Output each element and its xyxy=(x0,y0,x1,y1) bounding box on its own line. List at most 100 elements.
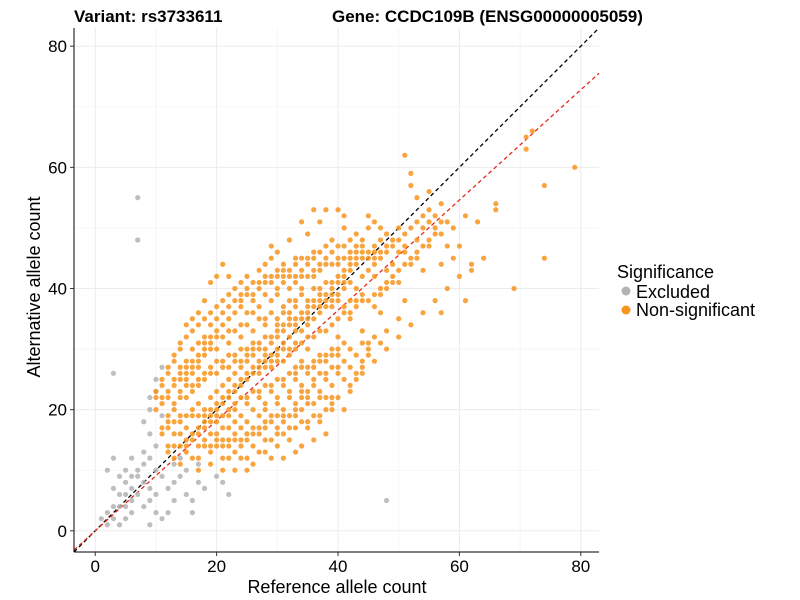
point-non-significant xyxy=(323,291,329,298)
point-non-significant xyxy=(408,225,414,231)
point-non-significant xyxy=(274,443,280,449)
point-non-significant xyxy=(220,400,226,407)
point-non-significant xyxy=(311,376,317,382)
point-non-significant xyxy=(292,346,299,352)
point-non-significant xyxy=(317,419,323,425)
point-non-significant xyxy=(292,364,299,370)
axes xyxy=(70,28,599,556)
legend-swatch-non-significant xyxy=(621,305,631,315)
point-non-significant xyxy=(286,413,293,419)
point-excluded xyxy=(129,473,135,479)
point-non-significant xyxy=(311,437,317,443)
point-non-significant xyxy=(286,310,293,316)
point-non-significant xyxy=(159,394,165,401)
point-non-significant xyxy=(214,328,220,334)
point-non-significant xyxy=(481,255,487,261)
point-non-significant xyxy=(220,425,226,431)
point-non-significant xyxy=(274,334,280,340)
point-non-significant xyxy=(232,431,238,437)
point-non-significant xyxy=(311,334,317,340)
x-tick-label: 20 xyxy=(207,557,226,576)
point-excluded xyxy=(98,516,104,522)
point-non-significant xyxy=(311,316,317,322)
point-non-significant xyxy=(323,328,329,334)
point-non-significant xyxy=(274,249,280,255)
point-non-significant xyxy=(274,394,280,401)
point-non-significant xyxy=(365,225,371,231)
point-non-significant xyxy=(280,261,286,267)
point-excluded xyxy=(141,479,147,485)
point-non-significant xyxy=(317,285,323,292)
point-non-significant xyxy=(189,413,195,419)
point-non-significant xyxy=(201,298,208,304)
point-non-significant xyxy=(335,334,341,340)
point-non-significant xyxy=(256,364,262,370)
point-non-significant xyxy=(177,394,183,401)
point-non-significant xyxy=(274,291,280,298)
point-non-significant xyxy=(341,273,347,279)
point-non-significant xyxy=(268,255,274,261)
point-non-significant xyxy=(201,340,208,346)
point-non-significant xyxy=(220,310,226,316)
point-non-significant xyxy=(317,304,323,310)
point-non-significant xyxy=(329,285,335,292)
point-non-significant xyxy=(268,455,274,461)
point-non-significant xyxy=(250,346,256,352)
point-non-significant xyxy=(226,273,232,279)
point-non-significant xyxy=(195,382,202,389)
point-non-significant xyxy=(244,467,250,473)
point-non-significant xyxy=(329,382,335,389)
point-non-significant xyxy=(232,298,238,304)
point-non-significant xyxy=(420,213,426,219)
y-axis-label: Alternative allele count xyxy=(24,196,44,377)
point-non-significant xyxy=(299,219,305,225)
point-non-significant xyxy=(347,388,353,395)
point-excluded xyxy=(195,479,202,485)
point-non-significant xyxy=(250,310,256,316)
point-non-significant xyxy=(286,394,293,401)
point-non-significant xyxy=(238,425,244,431)
point-non-significant xyxy=(359,255,365,261)
point-non-significant xyxy=(165,419,171,425)
x-tick-label: 80 xyxy=(571,557,590,576)
point-non-significant xyxy=(408,322,414,328)
point-non-significant xyxy=(214,413,220,419)
point-non-significant xyxy=(177,431,183,437)
point-non-significant xyxy=(317,413,323,419)
point-non-significant xyxy=(402,261,408,267)
point-non-significant xyxy=(414,219,420,225)
point-excluded xyxy=(159,364,165,370)
point-non-significant xyxy=(292,376,299,382)
point-non-significant xyxy=(280,304,286,310)
point-non-significant xyxy=(256,285,262,292)
point-excluded xyxy=(116,522,123,528)
point-non-significant xyxy=(177,461,183,467)
point-excluded xyxy=(153,467,159,473)
point-non-significant xyxy=(232,328,238,334)
point-non-significant xyxy=(323,279,329,286)
point-non-significant xyxy=(365,255,371,261)
point-non-significant xyxy=(292,261,299,267)
point-non-significant xyxy=(280,407,286,413)
point-non-significant xyxy=(335,370,341,376)
point-non-significant xyxy=(183,364,189,370)
point-non-significant xyxy=(207,394,214,401)
point-non-significant xyxy=(299,273,305,279)
point-non-significant xyxy=(323,298,329,304)
point-non-significant xyxy=(377,225,384,231)
point-non-significant xyxy=(238,394,244,401)
point-non-significant xyxy=(371,219,378,225)
point-non-significant xyxy=(329,407,335,413)
point-non-significant xyxy=(171,358,177,364)
point-non-significant xyxy=(177,346,183,352)
point-non-significant xyxy=(305,370,311,376)
point-non-significant xyxy=(353,285,359,292)
point-non-significant xyxy=(371,304,378,310)
point-non-significant xyxy=(244,285,250,292)
point-excluded xyxy=(171,461,177,467)
point-non-significant xyxy=(189,407,195,413)
point-non-significant xyxy=(426,243,432,249)
point-non-significant xyxy=(214,407,220,413)
point-non-significant xyxy=(268,298,274,304)
point-non-significant xyxy=(238,304,244,310)
